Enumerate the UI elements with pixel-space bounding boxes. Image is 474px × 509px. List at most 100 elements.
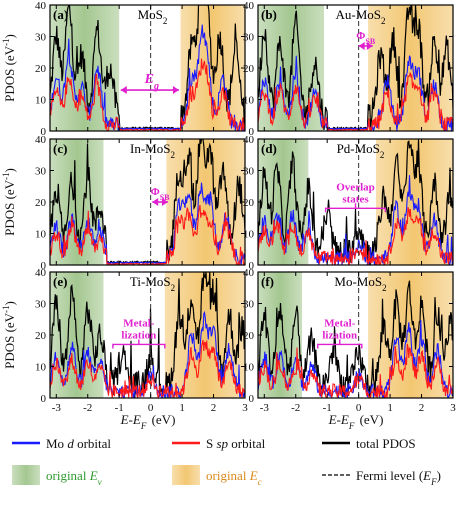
legend-label-rest: orbital — [74, 436, 112, 451]
x-axis-label: E-EF (eV) — [328, 412, 384, 431]
y-tick-label: 20 — [243, 197, 255, 209]
annotation-label: Eg — [144, 72, 159, 92]
arrow-head-right — [366, 41, 373, 50]
panel-name: Au-MoS2 — [335, 7, 385, 26]
legend: Mo d orbital S sp orbital total PDOS origin… — [12, 436, 441, 487]
y-axis-label-superscript: -1 — [1, 305, 11, 313]
legend-swatch — [12, 465, 40, 485]
annotation-subscript: SB — [160, 193, 170, 202]
y-axis-label: PDOS (eV-1) — [1, 168, 17, 236]
y-tick-label: 20 — [243, 63, 255, 75]
y-tick-label: 10 — [243, 229, 255, 241]
annotation: Metal-lization — [317, 317, 363, 349]
y-tick-label: 10 — [35, 362, 47, 374]
x-tick-label: 3 — [450, 402, 456, 414]
x-tick-label: 0 — [148, 402, 154, 414]
x-tick-label: 2 — [211, 402, 217, 414]
legend-label-subscript: v — [98, 477, 102, 487]
panel-name-subscript: 2 — [171, 283, 176, 293]
panel-name-subscript: 2 — [381, 16, 386, 26]
legend-label-subscript: F — [430, 477, 437, 487]
annotation-bracket — [317, 343, 363, 349]
panel-name: Mo-MoS2 — [334, 274, 386, 293]
panel-name-subscript: 2 — [170, 150, 175, 160]
panel-name: MoS2 — [138, 7, 168, 26]
x-axis-label: E-EF (eV) — [120, 412, 176, 431]
y-tick-label: 0 — [249, 260, 255, 272]
panel-name: Pd-MoS2 — [337, 141, 385, 160]
total-pdos-line — [258, 5, 453, 131]
y-tick-label: 20 — [243, 330, 255, 342]
s-sp-line — [50, 58, 245, 131]
curves — [50, 139, 245, 265]
x-axis-label-part: E — [132, 412, 141, 427]
axis-labels: PDOS (eV-1)PDOS (eV-1)PDOS (eV-1)E-EF (e… — [1, 34, 383, 431]
arrow-head-left — [152, 198, 159, 206]
annotation-label: Metal- — [324, 317, 355, 329]
y-axis-label-close: ) — [2, 168, 17, 172]
annotation-label: Metal- — [123, 317, 154, 329]
legend-label-italic: E — [249, 468, 258, 483]
annotation: Eg — [120, 72, 179, 95]
total-pdos-line — [258, 280, 453, 398]
panel-name-subscript: 2 — [382, 283, 387, 293]
x-tick-label: 2 — [419, 402, 425, 414]
y-tick-label: 30 — [35, 32, 47, 44]
annotation: Metal-lization — [112, 317, 166, 349]
legend-label: Mo d orbital — [46, 436, 111, 451]
curves — [50, 5, 245, 131]
legend-label-rest: orbital — [228, 436, 266, 451]
annotation-subscript: g — [153, 81, 159, 92]
s-sp-line — [50, 339, 245, 398]
arrow-head-right — [172, 86, 179, 95]
x-tick-label: 0 — [356, 402, 362, 414]
legend-item: Fermi level (EF) — [322, 468, 441, 487]
y-tick-label: 0 — [41, 393, 47, 405]
y-tick-label: 10 — [243, 95, 255, 107]
x-axis-label-subscript: F — [140, 421, 147, 431]
x-tick-label: -2 — [291, 402, 300, 414]
y-axis-label: PDOS (eV-1) — [1, 301, 17, 369]
annotation-subscript: SB — [365, 36, 375, 45]
y-tick-label: 30 — [35, 166, 47, 178]
curves — [50, 272, 245, 398]
curves — [258, 280, 453, 398]
legend-label-italic: sp — [216, 436, 228, 451]
x-axis-label-part: E — [340, 412, 349, 427]
y-tick-label: 0 — [249, 126, 255, 138]
legend-label-italic: E — [422, 468, 431, 483]
panel-a: 0 10 20 30 40 (a) MoS2 Eg — [35, 0, 246, 138]
panel-letter: (f) — [261, 274, 274, 289]
annotation-bracket — [112, 343, 166, 349]
y-tick-label: 40 — [35, 134, 47, 146]
y-tick-label: 40 — [35, 0, 47, 12]
annotation-label: Overlap — [336, 181, 375, 193]
x-tick-label: -1 — [115, 402, 124, 414]
panel-name: In-MoS2 — [130, 141, 175, 160]
y-axis-label-superscript: -1 — [1, 38, 11, 46]
x-axis-label-unit: (eV) — [356, 412, 383, 427]
s-sp-line — [258, 72, 453, 131]
x-tick-label: 3 — [242, 402, 248, 414]
annotation-label: states — [342, 193, 369, 205]
total-pdos-line — [50, 139, 245, 265]
legend-label: S sp orbital — [206, 436, 266, 451]
y-axis-label-superscript: -1 — [1, 172, 11, 180]
legend-label: original Ec — [206, 468, 262, 487]
panel-letter: (c) — [53, 141, 67, 156]
y-tick-label: 30 — [243, 32, 255, 44]
legend-label: Fermi level (EF) — [356, 468, 441, 487]
legend-label-subscript: c — [258, 477, 262, 487]
mo-d-line — [50, 24, 245, 131]
y-tick-label: 0 — [41, 126, 47, 138]
x-tick-label: 1 — [387, 402, 393, 414]
y-tick-label: 10 — [35, 95, 47, 107]
y-tick-label: 0 — [41, 260, 47, 272]
y-tick-label: 40 — [243, 267, 255, 279]
legend-label-rest: ) — [437, 468, 441, 483]
